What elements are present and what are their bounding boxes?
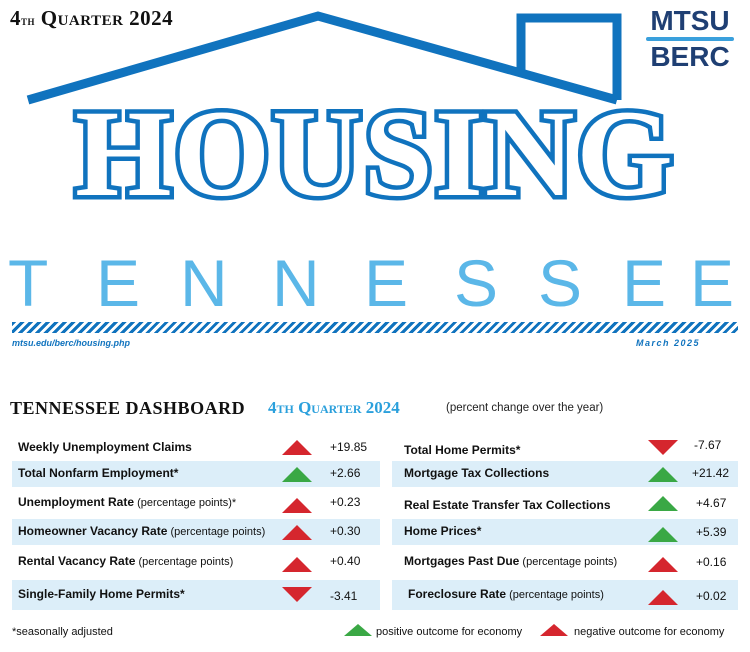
indicator-label: Rental Vacancy Rate (percentage points)	[18, 554, 234, 568]
dashboard-note: (percent change over the year)	[446, 402, 604, 414]
dashboard-quarter: 4th Quarter 2024	[268, 398, 400, 417]
up-triangle-negative-icon	[648, 557, 678, 572]
up-triangle-positive-icon	[648, 467, 678, 482]
up-triangle-negative-icon	[282, 525, 312, 540]
up-triangle-negative-icon	[282, 498, 312, 513]
house-outline-graphic	[26, 11, 622, 105]
logo-line1: MTSU	[650, 5, 730, 36]
page-subtitle: T E N N E S S E E	[0, 250, 750, 316]
indicator-value: +0.16	[696, 555, 727, 569]
subtitle-letter: E	[96, 246, 141, 320]
website-link[interactable]: mtsu.edu/berc/housing.php	[12, 338, 131, 348]
indicator-value: +0.23	[330, 495, 361, 509]
logo-wave	[646, 37, 734, 41]
dashboard-row: Real Estate Transfer Tax Collections +4.…	[392, 490, 738, 516]
indicator-label: Home Prices*	[404, 524, 482, 538]
indicator-value: -7.67	[694, 438, 722, 452]
dashboard-row: Foreclosure Rate (percentage points) +0.…	[392, 580, 738, 610]
mtsu-berc-logo: MTSU BERC	[640, 6, 740, 72]
indicator-label: Homeowner Vacancy Rate (percentage point…	[18, 524, 266, 538]
legend-positive-label: positive outcome for economy	[376, 626, 523, 638]
indicator-label: Mortgages Past Due (percentage points)	[404, 554, 618, 568]
footnote: *seasonally adjusted	[12, 626, 113, 638]
indicator-label: Foreclosure Rate (percentage points)	[408, 587, 604, 601]
subtitle-letter: N	[272, 246, 320, 320]
subtitle-letter: S	[454, 246, 499, 320]
up-triangle-negative-icon	[282, 440, 312, 455]
indicator-value: +19.85	[330, 440, 368, 454]
indicator-label: Single-Family Home Permits*	[18, 587, 185, 601]
dashboard-row: Home Prices* +5.39	[392, 519, 738, 545]
down-triangle-negative-icon	[282, 587, 312, 602]
subtitle-letter: E	[690, 246, 735, 320]
indicator-label: Total Home Permits*	[404, 443, 521, 457]
dashboard-row: Unemployment Rate (percentage points)* +…	[12, 490, 380, 516]
legend-negative-label: negative outcome for economy	[574, 626, 725, 638]
issue-date: March 2025	[636, 338, 701, 348]
dashboard-row: Mortgage Tax Collections +21.42	[392, 461, 738, 487]
legend-positive-triangle-icon	[344, 624, 372, 636]
down-triangle-negative-icon	[648, 440, 678, 455]
indicator-value: +0.30	[330, 524, 361, 538]
indicator-label: Unemployment Rate (percentage points)*	[18, 495, 237, 509]
indicator-value: +0.40	[330, 554, 361, 568]
dashboard-row: Single-Family Home Permits* -3.41	[12, 580, 380, 610]
dashboard-row: Total Nonfarm Employment* +2.66	[12, 461, 380, 487]
subtitle-letter: S	[538, 246, 583, 320]
up-triangle-negative-icon	[648, 590, 678, 605]
indicator-label: Weekly Unemployment Claims	[18, 440, 192, 454]
up-triangle-negative-icon	[282, 557, 312, 572]
subtitle-letter: E	[364, 246, 409, 320]
indicator-value: -3.41	[330, 589, 358, 603]
indicator-label: Mortgage Tax Collections	[404, 466, 550, 480]
page-title: HOUSING	[71, 85, 678, 222]
dashboard-row: Mortgages Past Due (percentage points) +…	[392, 549, 738, 575]
indicator-value: +0.02	[696, 589, 727, 603]
dashboard-title: TENNESSEE DASHBOARD	[10, 398, 246, 418]
indicator-value: +4.67	[696, 496, 727, 510]
dashboard-row: Weekly Unemployment Claims +19.85	[12, 435, 380, 461]
indicator-value: +21.42	[692, 466, 730, 480]
dashboard-row: Total Home Permits* -7.67	[392, 435, 738, 461]
indicator-label: Total Nonfarm Employment*	[18, 466, 179, 480]
logo-line2: BERC	[650, 41, 730, 72]
subtitle-letter: N	[180, 246, 228, 320]
legend-negative-triangle-icon	[540, 624, 568, 636]
header-stripe	[12, 322, 738, 333]
page-title-fill: HOUSING	[75, 85, 675, 222]
subtitle-letter: E	[622, 246, 667, 320]
up-triangle-positive-icon	[648, 496, 678, 511]
subtitle-letter: T	[8, 246, 49, 320]
indicator-label: Real Estate Transfer Tax Collections	[404, 498, 611, 512]
up-triangle-positive-icon	[648, 527, 678, 542]
dashboard-row: Rental Vacancy Rate (percentage points) …	[12, 549, 380, 575]
indicator-value: +2.66	[330, 466, 361, 480]
dashboard-row: Homeowner Vacancy Rate (percentage point…	[12, 519, 380, 545]
indicator-value: +5.39	[696, 525, 727, 539]
up-triangle-positive-icon	[282, 467, 312, 482]
issue-quarter: 4th Quarter 2024	[10, 6, 174, 30]
